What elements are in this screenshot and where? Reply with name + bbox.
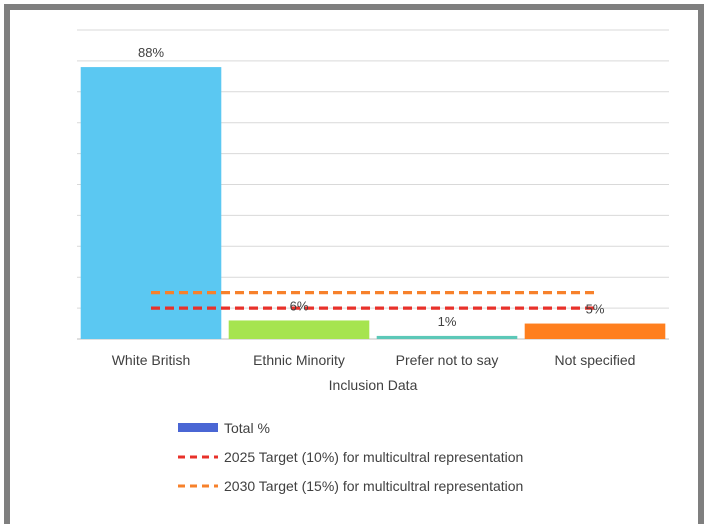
target-lines: [151, 291, 595, 310]
legend-label: 2025 Target (10%) for multicultral repre…: [224, 449, 523, 465]
x-tick-label: Prefer not to say: [396, 352, 499, 368]
x-tick-label: Ethnic Minority: [253, 352, 345, 368]
legend-label: Total %: [224, 420, 270, 436]
bar-ethnic-minority: [228, 320, 370, 339]
x-tick-label: White British: [112, 352, 191, 368]
bar-not-specified: [524, 323, 666, 339]
bar-chart: 88% 6% 1% 5% White British Ethnic Minority Pr…: [77, 29, 669, 494]
bars: [80, 67, 666, 339]
x-axis-tick-labels: White British Ethnic Minority Prefer not t…: [112, 352, 636, 368]
bar-prefer-not-to-say: [376, 335, 518, 339]
legend-item: Total %: [178, 420, 270, 436]
data-label: 88%: [138, 45, 164, 60]
data-labels: 88% 6% 1% 5%: [138, 45, 605, 329]
legend-label: 2030 Target (15%) for multicultral repre…: [224, 478, 523, 494]
x-axis-title: Inclusion Data: [329, 377, 418, 393]
legend-item: 2030 Target (15%) for multicultral repre…: [178, 478, 523, 494]
legend: Total % 2025 Target (10%) for multicultra…: [178, 420, 523, 494]
data-label: 5%: [586, 302, 605, 317]
data-label: 1%: [438, 314, 457, 329]
legend-item: 2025 Target (10%) for multicultral repre…: [178, 449, 523, 465]
bar-white-british: [80, 67, 222, 339]
legend-swatch: [178, 423, 218, 432]
x-tick-label: Not specified: [555, 352, 636, 368]
data-label: 6%: [290, 298, 309, 313]
